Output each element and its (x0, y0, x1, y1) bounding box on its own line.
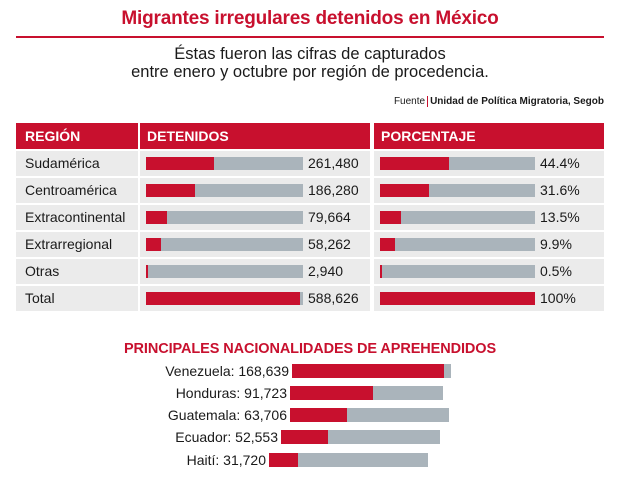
detenidos-value: 79,664 (308, 209, 351, 225)
detenidos-cell: 2,940 (140, 259, 370, 284)
region-cell: Extracontinental (16, 205, 138, 230)
header-detenidos: DETENIDOS (140, 123, 370, 149)
porcentaje-bar (380, 157, 449, 170)
porcentaje-bar (380, 292, 535, 305)
nationality-label: Guatemala: 63,706 (167, 407, 287, 423)
detenidos-bar-track (146, 157, 303, 170)
region-label: Sudamérica (25, 155, 100, 171)
porcentaje-cell: 100% (374, 286, 604, 311)
source-note: Fuente Unidad de Política Migratoria, Seg… (393, 96, 604, 107)
detenidos-bar-track (146, 265, 303, 278)
detenidos-cell: 79,664 (140, 205, 370, 230)
porcentaje-bar (380, 238, 396, 251)
porcentaje-cell: 31.6% (374, 178, 604, 203)
detenidos-value: 186,280 (308, 182, 359, 198)
region-label: Centroamérica (25, 182, 117, 198)
region-cell: Sudamérica (16, 151, 138, 176)
header-region: REGIÓN (16, 123, 138, 149)
nationality-row: Haití: 31,720 (0, 451, 620, 470)
chart-title: Migrantes irregulares detenidos en Méxic… (121, 8, 499, 29)
porcentaje-value: 0.5% (540, 263, 572, 279)
nationality-row: Guatemala: 63,706 (0, 406, 620, 425)
detenidos-bar-track (146, 238, 303, 251)
subtitle-line-1: Éstas fueron las cifras de capturados (174, 45, 446, 63)
detenidos-bar (146, 184, 195, 197)
nationalities-title: PRINCIPALES NACIONALIDADES DE APREHENDID… (123, 341, 497, 357)
porcentaje-cell: 9.9% (374, 232, 604, 257)
detenidos-bar (146, 265, 148, 278)
nationality-label: Venezuela: 168,639 (165, 363, 289, 379)
porcentaje-bar (380, 265, 382, 278)
detenidos-bar-track (146, 292, 303, 305)
porcentaje-value: 31.6% (540, 182, 580, 198)
porcentaje-cell: 0.5% (374, 259, 604, 284)
porcentaje-value: 44.4% (540, 155, 580, 171)
porcentaje-bar-track (380, 157, 535, 170)
source-value: Unidad de Política Migratoria, Segob (430, 96, 604, 107)
detenidos-bar-track (146, 211, 303, 224)
region-label: Total (25, 290, 55, 306)
porcentaje-bar-track (380, 292, 535, 305)
nationality-label: Honduras: 91,723 (175, 385, 287, 401)
porcentaje-cell: 13.5% (374, 205, 604, 230)
porcentaje-value: 100% (540, 290, 576, 306)
porcentaje-bar (380, 211, 401, 224)
nationality-label: Ecuador: 52,553 (175, 429, 278, 445)
porcentaje-bar-track (380, 265, 535, 278)
nationality-row: Honduras: 91,723 (0, 384, 620, 403)
detenidos-value: 58,262 (308, 236, 351, 252)
detenidos-bar (146, 238, 162, 251)
region-label: Extracontinental (25, 209, 126, 225)
detenidos-value: 261,480 (308, 155, 359, 171)
detenidos-bar (146, 157, 215, 170)
detenidos-bar (146, 292, 300, 305)
detenidos-bar-track (146, 184, 303, 197)
porcentaje-bar-track (380, 238, 535, 251)
nationality-bar (290, 408, 348, 422)
detenidos-value: 588,626 (308, 290, 359, 306)
nationality-label: Haití: 31,720 (186, 452, 266, 468)
nationality-bar (269, 453, 298, 467)
detenidos-cell: 261,480 (140, 151, 370, 176)
nationality-row: Venezuela: 168,639 (0, 362, 620, 381)
region-label: Extrarregional (25, 236, 113, 252)
detenidos-value: 2,940 (308, 263, 344, 279)
nationality-bar-track (290, 386, 443, 400)
header-porcentaje: PORCENTAJE (374, 123, 604, 149)
chart-subtitle: Éstas fueron las cifras de capturados en… (0, 45, 620, 81)
nationality-bar-track (281, 430, 440, 444)
nationality-row: Ecuador: 52,553 (0, 428, 620, 447)
nationality-bar-track (269, 453, 428, 467)
nationality-bar (292, 364, 444, 378)
region-cell: Extrarregional (16, 232, 138, 257)
detenidos-bar (146, 211, 167, 224)
nationality-bar-track (290, 408, 449, 422)
porcentaje-bar-track (380, 184, 535, 197)
region-cell: Total (16, 286, 138, 311)
porcentaje-value: 13.5% (540, 209, 580, 225)
region-cell: Otras (16, 259, 138, 284)
detenidos-cell: 58,262 (140, 232, 370, 257)
porcentaje-bar (380, 184, 429, 197)
region-cell: Centroamérica (16, 178, 138, 203)
porcentaje-cell: 44.4% (374, 151, 604, 176)
detenidos-cell: 588,626 (140, 286, 370, 311)
nationality-bar-track (292, 364, 451, 378)
title-rule (16, 36, 604, 38)
region-label: Otras (25, 263, 60, 279)
source-label: Fuente (393, 96, 429, 107)
detenidos-cell: 186,280 (140, 178, 370, 203)
porcentaje-bar-track (380, 211, 535, 224)
nationality-bar (290, 386, 373, 400)
subtitle-line-2: entre enero y octubre por región de proc… (131, 63, 489, 81)
nationality-bar (281, 430, 329, 444)
porcentaje-value: 9.9% (540, 236, 572, 252)
